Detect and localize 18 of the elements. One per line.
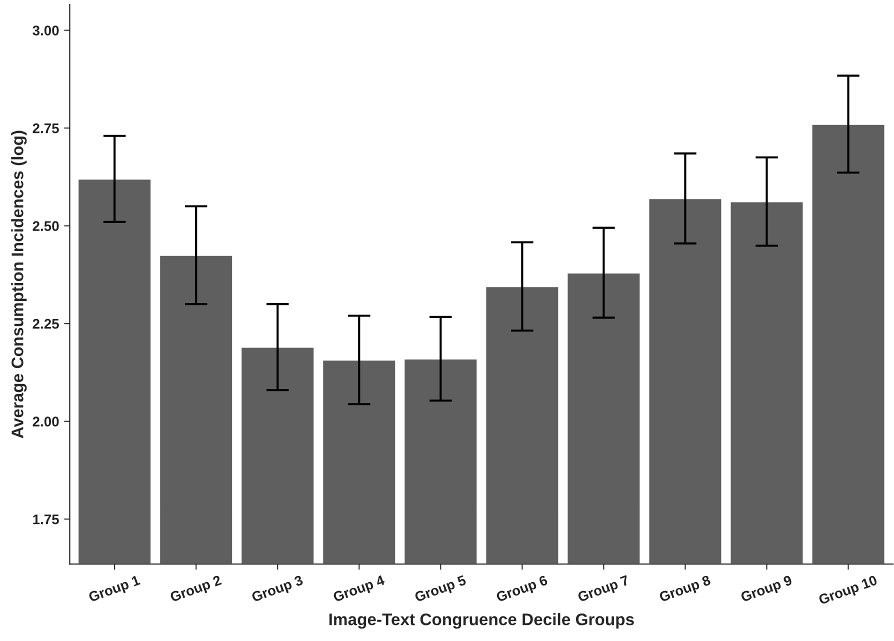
- x-tick-label: Group 5: [414, 574, 468, 605]
- y-tick-label: 2.00: [32, 416, 59, 427]
- x-tick-label: Group 2: [170, 575, 223, 605]
- x-tick-label: Group 6: [496, 575, 549, 605]
- x-tick-label: Group 3: [251, 575, 304, 605]
- x-axis-title: Image-Text Congruence Decile Groups: [329, 613, 634, 629]
- y-tick-label: 2.25: [32, 318, 59, 329]
- x-tick-label: Group 7: [577, 575, 630, 605]
- x-tick-label: Group 9: [740, 575, 794, 605]
- x-tick-label: Group 8: [658, 574, 712, 605]
- x-tick-label: Group 4: [332, 574, 386, 605]
- x-tick-label: Group 1: [88, 574, 142, 605]
- y-tick-label: 1.75: [33, 514, 59, 524]
- x-tick-label: Group 10: [818, 575, 879, 608]
- y-axis-title: Average Consumption Incidences (log): [11, 130, 27, 438]
- y-tick-label: 2.75: [32, 123, 59, 134]
- y-tick-label: 2.50: [32, 221, 59, 231]
- y-tick-label: 3.00: [32, 26, 59, 36]
